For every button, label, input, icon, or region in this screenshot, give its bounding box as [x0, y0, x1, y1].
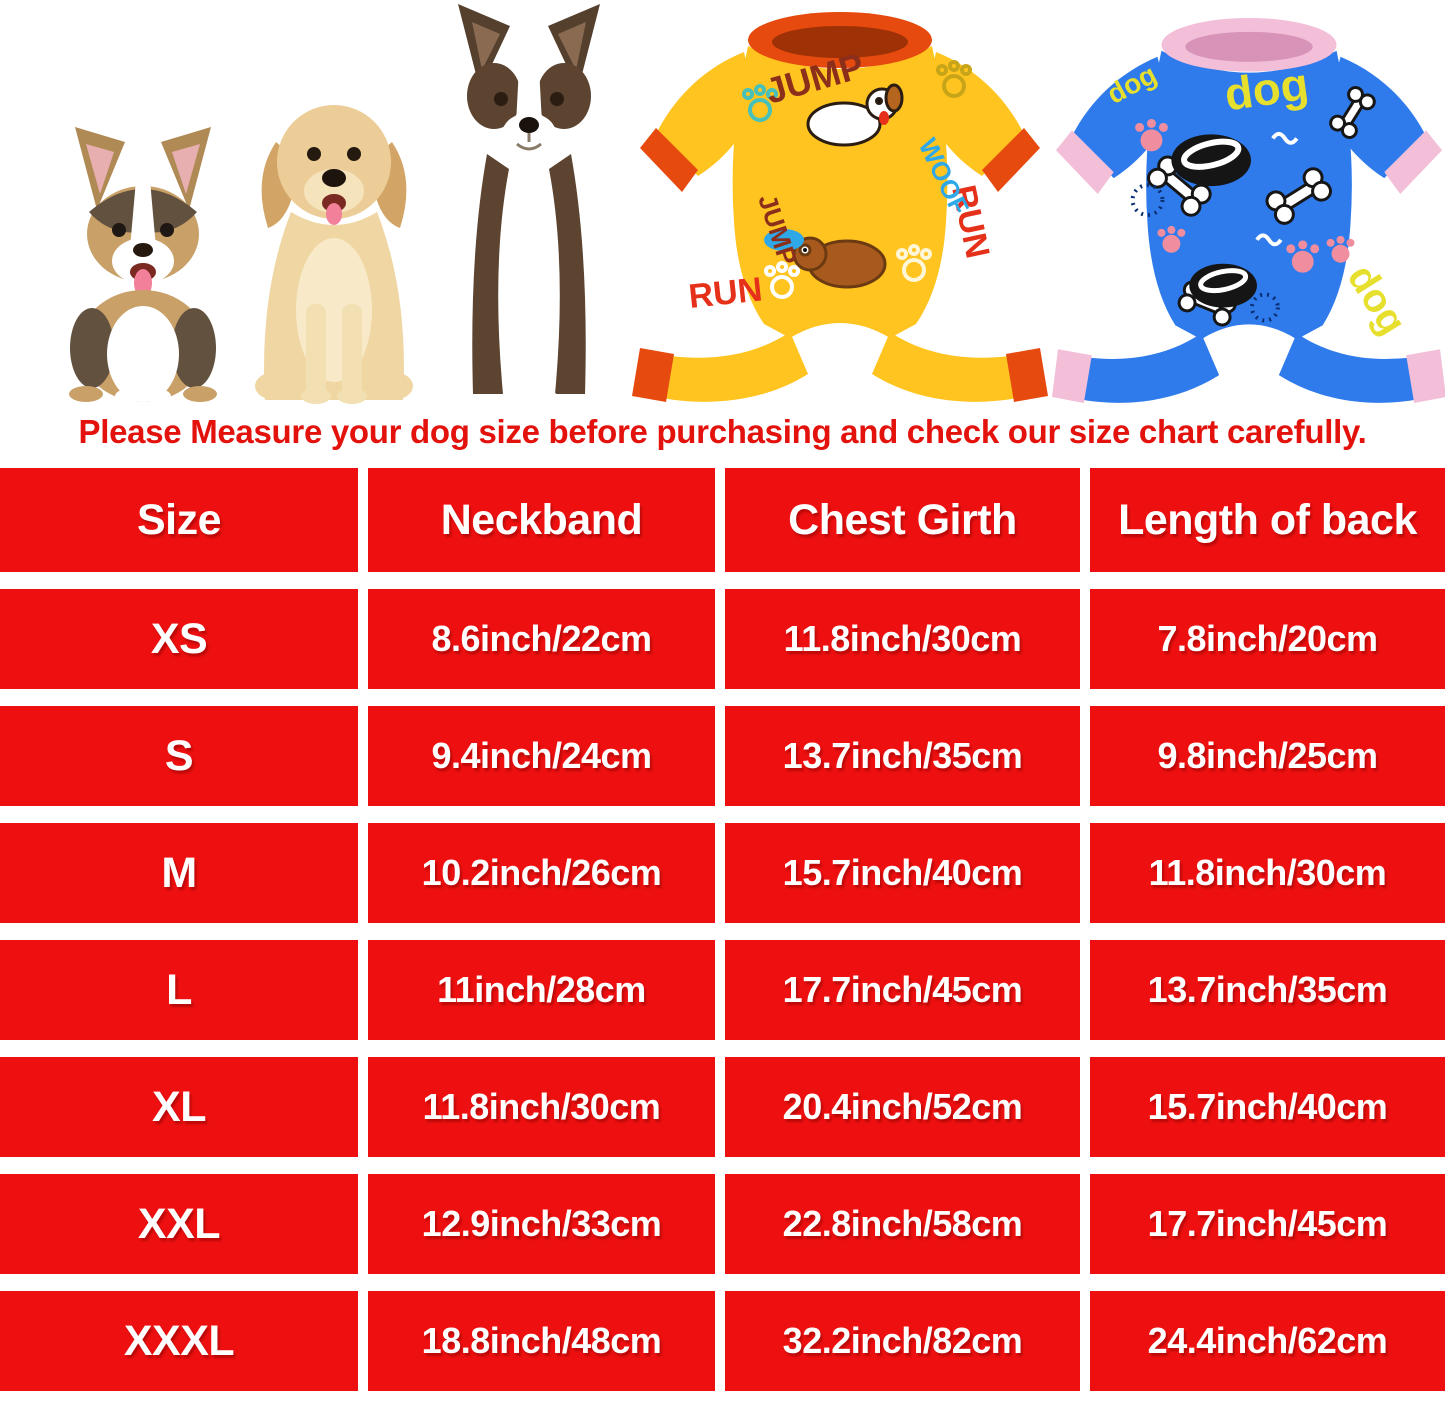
cell-m-chest: 15.7inch/40cm: [725, 823, 1080, 923]
cell-xxl-neckband: 12.9inch/33cm: [368, 1174, 715, 1274]
header-neckband: Neckband: [368, 468, 715, 572]
cell-xxxl-back: 24.4inch/62cm: [1090, 1291, 1445, 1391]
yellow-pajama-image: JUMP JUMP RUN RUN WOOF: [632, 12, 1048, 402]
cell-xxxl-neckband: 18.8inch/48cm: [368, 1291, 715, 1391]
pajama-word-dog: dog: [1339, 257, 1415, 342]
cell-xl-chest: 20.4inch/52cm: [725, 1057, 1080, 1157]
cell-xs-neckband: 8.6inch/22cm: [368, 589, 715, 689]
cell-xs-size: XS: [0, 589, 358, 689]
pajama-word-dog: dog: [1221, 58, 1311, 120]
header-chest-girth: Chest Girth: [725, 468, 1080, 572]
golden-retriever-puppy-image: [255, 105, 413, 404]
cell-m-size: M: [0, 823, 358, 923]
pajama-word-run: RUN: [687, 270, 764, 315]
cell-s-back: 9.8inch/25cm: [1090, 706, 1445, 806]
cell-l-size: L: [0, 940, 358, 1040]
header-length-of-back: Length of back: [1090, 468, 1445, 572]
cell-xs-chest: 11.8inch/30cm: [725, 589, 1080, 689]
cell-s-chest: 13.7inch/35cm: [725, 706, 1080, 806]
cell-xl-size: XL: [0, 1057, 358, 1157]
cell-l-neckband: 11inch/28cm: [368, 940, 715, 1040]
cell-s-neckband: 9.4inch/24cm: [368, 706, 715, 806]
corgi-puppy-image: [69, 127, 217, 403]
measure-notice-text: Please Measure your dog size before purc…: [78, 413, 1367, 450]
cell-s-size: S: [0, 706, 358, 806]
cell-xxl-chest: 22.8inch/58cm: [725, 1174, 1080, 1274]
cell-xxxl-chest: 32.2inch/82cm: [725, 1291, 1080, 1391]
size-chart-table: Size Neckband Chest Girth Length of back…: [0, 468, 1445, 1391]
cell-xxl-back: 17.7inch/45cm: [1090, 1174, 1445, 1274]
cell-m-neckband: 10.2inch/26cm: [368, 823, 715, 923]
border-collie-puppy-image: [458, 4, 600, 404]
hero-banner: JUMP JUMP RUN RUN WOOF: [0, 0, 1445, 404]
cell-xl-back: 15.7inch/40cm: [1090, 1057, 1445, 1157]
cell-xl-neckband: 11.8inch/30cm: [368, 1057, 715, 1157]
blue-pajama-image: dog dog dog: [1052, 17, 1445, 403]
cell-xxxl-size: XXXL: [0, 1291, 358, 1391]
cell-l-back: 13.7inch/35cm: [1090, 940, 1445, 1040]
header-size: Size: [0, 468, 358, 572]
cell-xxl-size: XXL: [0, 1174, 358, 1274]
cell-l-chest: 17.7inch/45cm: [725, 940, 1080, 1040]
cell-m-back: 11.8inch/30cm: [1090, 823, 1445, 923]
cell-xs-back: 7.8inch/20cm: [1090, 589, 1445, 689]
